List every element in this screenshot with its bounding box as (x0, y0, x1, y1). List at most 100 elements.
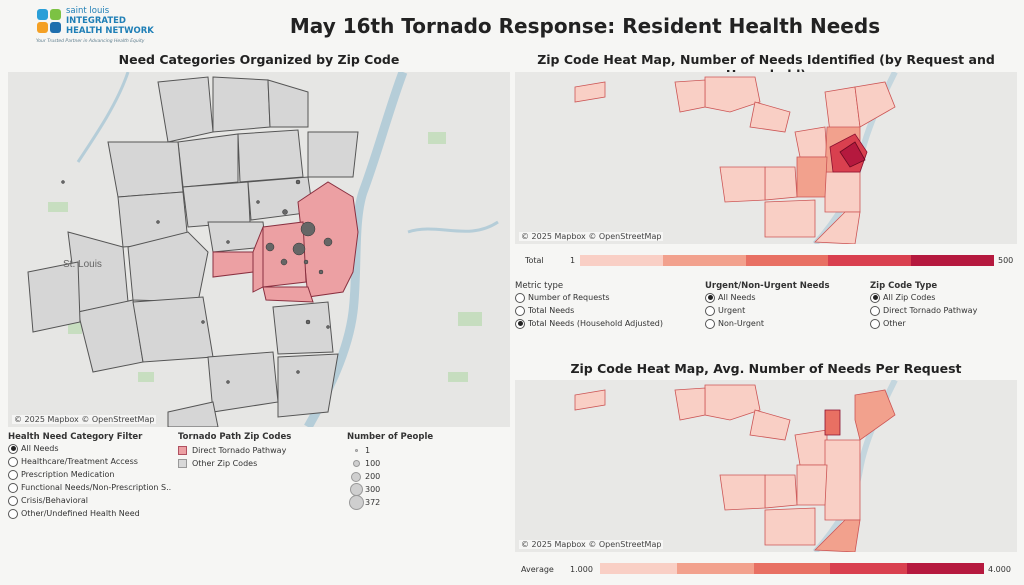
heat1-legend-max: 500 (998, 256, 1014, 265)
urgency-option[interactable]: Urgent (705, 304, 865, 317)
category-option[interactable]: Prescription Medication (8, 468, 178, 481)
avg-needs-heat-map[interactable]: © 2025 Mapbox © OpenStreetMap (515, 380, 1017, 552)
heat1-legend-bar (580, 255, 994, 266)
logo-mark-icon (37, 9, 61, 33)
zip-type-option[interactable]: Other (870, 317, 1020, 330)
metric-option-label: Total Needs (528, 306, 575, 315)
zip-type-option-label: All Zip Codes (883, 293, 936, 302)
category-filter-options: All Needs Healthcare/Treatment Access Pres… (8, 442, 178, 520)
heat2-credit: © 2025 Mapbox © OpenStreetMap (519, 540, 664, 549)
urgency-radio[interactable] (705, 305, 715, 316)
category-option[interactable]: Healthcare/Treatment Access (8, 455, 178, 468)
metric-option-label: Number of Requests (528, 293, 610, 302)
left-map-title: Need Categories Organized by Zip Code (118, 52, 400, 67)
urgency-option-label: Non-Urgent (718, 319, 765, 328)
size-100-icon (352, 460, 360, 467)
heat2-legend-min: 1.000 (570, 565, 593, 574)
category-option-label: Functional Needs/Non-Prescription S.. (21, 483, 172, 492)
category-option-label: Other/Undefined Health Need (21, 509, 140, 518)
size-200-label: 200 (365, 472, 381, 481)
metric-option[interactable]: Total Needs (Household Adjusted) (515, 317, 695, 330)
metric-radio[interactable] (515, 305, 525, 316)
size-300-label: 300 (365, 485, 381, 494)
heat2-title: Zip Code Heat Map, Avg. Number of Needs … (570, 361, 962, 376)
tornado-legend-title: Tornado Path Zip Codes (178, 432, 292, 442)
dashboard-title: May 16th Tornado Response: Resident Heal… (289, 14, 881, 38)
heat1-legend-min: 1 (570, 256, 576, 265)
heat2-legend-bar (600, 563, 984, 574)
size-372-label: 372 (365, 498, 381, 507)
metric-option[interactable]: Number of Requests (515, 291, 695, 304)
metric-radio[interactable] (515, 292, 525, 303)
category-filter: Health Need Category Filter All Needs Hea… (8, 432, 178, 520)
category-filter-title: Health Need Category Filter (8, 432, 143, 442)
urgency-options: All Needs Urgent Non-Urgent (705, 291, 865, 330)
category-option[interactable]: Functional Needs/Non-Prescription S.. (8, 481, 178, 494)
zip-type-radio[interactable] (870, 292, 880, 303)
urgency-option[interactable]: Non-Urgent (705, 317, 865, 330)
logo-line2: INTEGRATED (66, 16, 126, 26)
size-372-icon (348, 495, 364, 510)
metric-title: Metric type (515, 281, 564, 291)
left-map-credit: © 2025 Mapbox © OpenStreetMap (12, 415, 157, 424)
category-radio[interactable] (8, 508, 18, 519)
other-zips-label: Other Zip Codes (192, 459, 258, 468)
heat1-credit: © 2025 Mapbox © OpenStreetMap (519, 232, 664, 241)
zip-type-title: Zip Code Type (870, 281, 938, 291)
category-radio[interactable] (8, 482, 18, 493)
size-1-label: 1 (365, 446, 371, 455)
direct-pathway-swatch (178, 446, 187, 455)
category-radio[interactable] (8, 495, 18, 506)
category-radio[interactable] (8, 469, 18, 480)
category-option-label: Prescription Medication (21, 470, 115, 479)
size-200-icon (351, 471, 361, 482)
zip-type-radio[interactable] (870, 318, 880, 329)
direct-pathway-label: Direct Tornado Pathway (192, 446, 287, 455)
zip-type-option[interactable]: Direct Tornado Pathway (870, 304, 1020, 317)
zip-type-radio[interactable] (870, 305, 880, 316)
tornado-legend: Tornado Path Zip Codes Direct Tornado Pa… (178, 432, 328, 470)
legend-direct-pathway: Direct Tornado Pathway (178, 444, 328, 457)
zip-type-filter: Zip Code Type All Zip Codes Direct Tornad… (870, 281, 1020, 330)
zip-type-option-label: Other (883, 319, 906, 328)
category-option-label: Healthcare/Treatment Access (21, 457, 138, 466)
category-radio[interactable] (8, 456, 18, 467)
need-categories-map[interactable]: St. Louis © 2025 Mapbox © OpenStreetMap (8, 72, 510, 427)
metric-option-label: Total Needs (Household Adjusted) (528, 319, 663, 328)
category-option-label: All Needs (21, 444, 59, 453)
other-zips-swatch (178, 459, 187, 468)
metric-option[interactable]: Total Needs (515, 304, 695, 317)
urgency-radio[interactable] (705, 318, 715, 329)
zip-type-option[interactable]: All Zip Codes (870, 291, 1020, 304)
legend-other-zips: Other Zip Codes (178, 457, 328, 470)
category-option-label: Crisis/Behavioral (21, 496, 88, 505)
metric-options: Number of Requests Total Needs Total Needs… (515, 291, 695, 330)
category-radio[interactable] (8, 443, 18, 454)
category-option[interactable]: Other/Undefined Health Need (8, 507, 178, 520)
zip-type-option-label: Direct Tornado Pathway (883, 306, 978, 315)
urgency-radio[interactable] (705, 292, 715, 303)
sihn-logo: saint louis INTEGRATED HEALTH NETWORK Yo… (36, 6, 176, 46)
people-legend: Number of People 1 100 200 300 372 (347, 432, 437, 510)
urgency-option-label: All Needs (718, 293, 756, 302)
city-label: St. Louis (63, 259, 102, 270)
urgency-title: Urgent/Non-Urgent Needs (705, 281, 830, 291)
logo-tagline: Your Trusted Partner in Advancing Health… (36, 39, 145, 44)
size-100-label: 100 (365, 459, 381, 468)
zip-type-options: All Zip Codes Direct Tornado Pathway Other (870, 291, 1020, 330)
category-option[interactable]: Crisis/Behavioral (8, 494, 178, 507)
metric-radio[interactable] (515, 318, 525, 329)
size-1-icon (354, 449, 358, 452)
heat1-legend-label: Total (525, 256, 544, 265)
heat2-legend-max: 4.000 (988, 565, 1011, 574)
urgency-option-label: Urgent (718, 306, 746, 315)
category-option[interactable]: All Needs (8, 442, 178, 455)
logo-line3: HEALTH NETWORK (66, 26, 154, 36)
heat2-legend-label: Average (521, 565, 554, 574)
needs-count-heat-map[interactable]: © 2025 Mapbox © OpenStreetMap (515, 72, 1017, 244)
metric-type-filter: Metric type Number of Requests Total Need… (515, 281, 695, 330)
people-legend-title: Number of People (347, 432, 434, 442)
logo-line1: saint louis (66, 6, 110, 16)
urgency-filter: Urgent/Non-Urgent Needs All Needs Urgent N… (705, 281, 865, 330)
urgency-option[interactable]: All Needs (705, 291, 865, 304)
